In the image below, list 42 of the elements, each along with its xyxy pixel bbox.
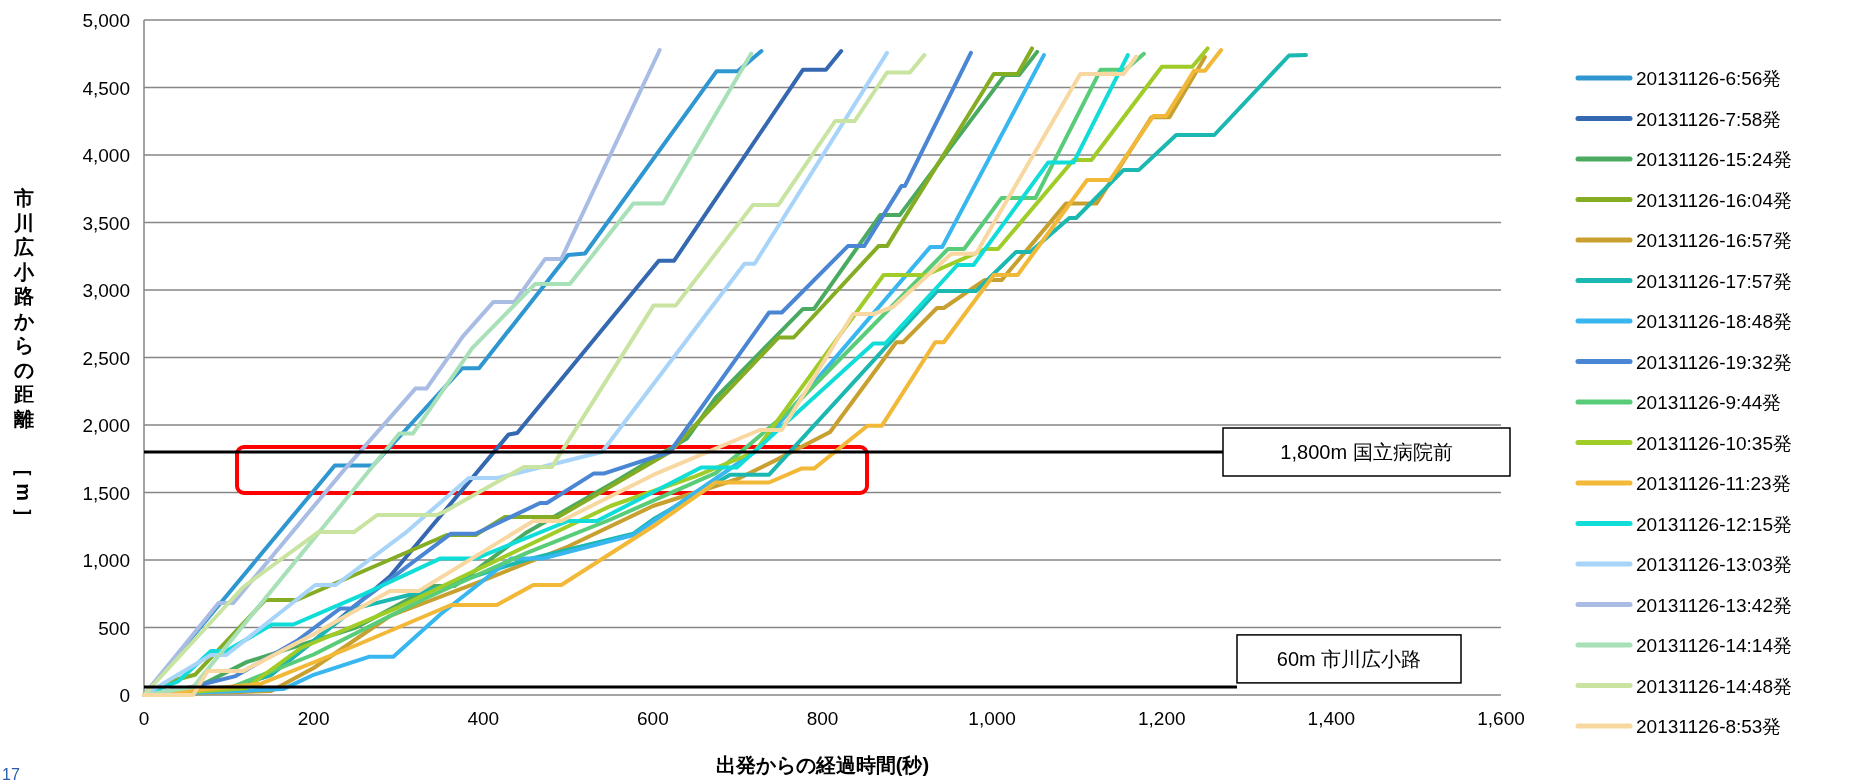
x-tick-label: 1,000	[968, 708, 1016, 729]
legend-label: 20131126-13:03発	[1636, 554, 1792, 575]
x-tick-label: 600	[637, 708, 669, 729]
ref-line-label: 60m 市川広小路	[1276, 647, 1422, 670]
y-tick-label: 4,000	[82, 145, 130, 166]
legend-label: 20131126-18:48発	[1636, 311, 1792, 332]
y-tick-label: 3,000	[82, 280, 130, 301]
legend-label: 20131126-7:58発	[1636, 108, 1782, 130]
y-tick-label: 2,000	[82, 415, 130, 436]
legend-label: 20131126-8:53発	[1636, 716, 1782, 737]
x-tick-label: 400	[467, 708, 500, 729]
legend-label: 20131126-14:48発	[1636, 675, 1792, 697]
x-tick-label: 1,200	[1137, 708, 1186, 729]
y-tick-label: 1,000	[82, 550, 130, 571]
y-axis-title: 市川広小路からの距離 ［m］	[13, 187, 35, 527]
x-axis-title: 出発からの経過時間(秒)	[715, 754, 930, 776]
x-tick-label: 800	[806, 708, 839, 729]
ref-line-label: 1,800m 国立病院前	[1280, 441, 1453, 463]
y-tick-label: 500	[98, 617, 130, 639]
legend-label: 20131126-14:14発	[1636, 635, 1792, 656]
legend-label: 20131126-16:57発	[1636, 230, 1792, 251]
legend-label: 20131126-10:35発	[1636, 432, 1792, 454]
x-tick-label: 1,600	[1477, 708, 1525, 729]
y-tick-label: 1,500	[82, 482, 130, 504]
y-tick-label: 0	[119, 685, 130, 706]
legend-label: 20131126-16:04発	[1636, 189, 1792, 211]
text: 17	[2, 766, 20, 783]
y-tick-label: 3,500	[82, 212, 130, 234]
legend-label: 20131126-6:56発	[1636, 68, 1782, 89]
y-tick-label: 2,500	[82, 347, 130, 369]
legend-label: 20131126-15:24発	[1636, 149, 1792, 170]
legend-label: 20131126-12:15発	[1636, 513, 1792, 535]
legend-label: 20131126-17:57発	[1636, 270, 1792, 292]
legend-label: 20131126-19:32発	[1636, 351, 1792, 373]
x-tick-label: 0	[138, 708, 150, 729]
x-tick-label: 200	[297, 708, 330, 729]
legend-label: 20131126-11:23発	[1636, 473, 1791, 494]
y-tick-label: 4,500	[82, 77, 130, 99]
legend-label: 20131126-9:44発	[1636, 392, 1782, 413]
y-tick-label: 5,000	[82, 10, 130, 31]
legend-label: 20131126-13:42発	[1636, 594, 1792, 616]
x-tick-label: 1,400	[1307, 708, 1356, 729]
